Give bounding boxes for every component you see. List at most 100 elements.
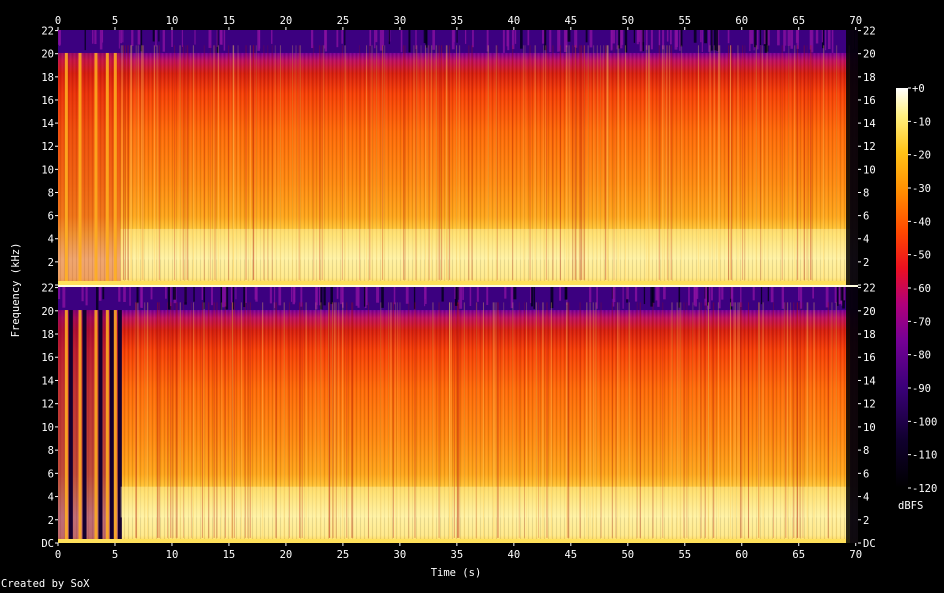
signal-streak: [823, 45, 825, 280]
band-streak: [255, 287, 258, 302]
signal-streak: [575, 45, 577, 280]
signal-streak: [390, 302, 392, 538]
band-streak: [557, 30, 560, 52]
signal-streak: [790, 302, 792, 538]
signal-streak: [468, 45, 470, 280]
band-streak: [155, 30, 157, 47]
y-tick-label-right: 20: [863, 306, 876, 318]
signal-streak: [141, 45, 143, 280]
band-streak: [643, 287, 646, 305]
signal-streak: [359, 45, 361, 280]
band-streak: [222, 287, 225, 308]
band-streak: [612, 287, 616, 303]
signal-streak: [255, 45, 257, 280]
band-streak: [693, 287, 696, 303]
y-tick-label-left: 18: [41, 329, 54, 341]
signal-streak: [797, 45, 799, 280]
band-streak: [324, 30, 328, 52]
band-streak: [220, 287, 222, 304]
signal-streak: [420, 45, 422, 280]
band-streak: [749, 30, 751, 52]
band-streak: [616, 30, 618, 50]
band-streak: [838, 287, 841, 305]
band-streak: [323, 287, 326, 306]
x-tick-label-bottom: 35: [451, 549, 464, 561]
x-tick-label-bottom: 55: [678, 549, 691, 561]
signal-streak: [267, 45, 269, 280]
x-tick-label-top: 60: [735, 15, 748, 27]
signal-streak: [333, 302, 335, 538]
band-streak: [167, 287, 171, 310]
band-streak: [636, 30, 639, 45]
y-axis-label: Frequency (kHz): [10, 242, 22, 338]
band-streak: [589, 287, 592, 303]
signal-streak: [344, 45, 346, 280]
signal-streak: [546, 45, 548, 280]
band-streak: [650, 287, 653, 307]
signal-streak: [231, 302, 233, 538]
signal-streak: [135, 45, 137, 280]
colorbar-tick-label: -50: [912, 250, 931, 262]
signal-streak: [275, 302, 277, 538]
signal-streak: [137, 302, 139, 538]
signal-streak: [122, 45, 124, 280]
signal-streak: [617, 45, 619, 280]
signal-streak: [438, 45, 440, 280]
band-streak: [634, 287, 638, 302]
band-streak: [567, 30, 571, 42]
band-streak: [620, 30, 624, 45]
y-tick-label-right: 18: [863, 72, 876, 84]
band-streak: [375, 30, 378, 43]
signal-streak: [704, 302, 706, 538]
signal-streak: [526, 302, 528, 538]
signal-streak: [179, 302, 181, 538]
band-streak: [243, 287, 246, 308]
signal-streak: [240, 302, 242, 538]
band-streak: [550, 287, 554, 309]
signal-streak: [275, 302, 277, 538]
band-streak: [718, 287, 721, 309]
signal-streak: [122, 45, 124, 280]
signal-streak: [806, 302, 808, 538]
signal-streak: [755, 45, 757, 280]
y-tick-label-left: 4: [48, 492, 54, 504]
signal-streak: [137, 45, 139, 280]
signal-streak: [463, 302, 465, 538]
x-tick-label-top: 5: [112, 15, 118, 27]
band-streak: [589, 30, 593, 48]
signal-streak: [319, 45, 321, 280]
signal-streak: [568, 45, 570, 280]
signal-streak: [663, 45, 665, 280]
signal-streak: [802, 302, 804, 538]
band-streak: [843, 287, 846, 301]
signal-streak: [487, 45, 489, 280]
band-streak: [171, 30, 173, 47]
band-streak: [316, 287, 318, 306]
transient-column: [78, 307, 82, 543]
band-streak: [641, 30, 644, 52]
band-streak: [767, 30, 770, 46]
signal-streak: [262, 302, 264, 538]
signal-streak: [228, 45, 230, 280]
x-tick-label-top: 70: [849, 15, 862, 27]
band-streak: [711, 287, 713, 301]
signal-streak: [416, 45, 418, 280]
x-tick-label-top: 50: [621, 15, 634, 27]
signal-streak: [738, 302, 740, 538]
band-streak: [92, 30, 94, 44]
signal-streak: [158, 45, 160, 280]
signal-streak: [298, 45, 300, 280]
x-tick-label-top: 20: [280, 15, 293, 27]
signal-streak: [450, 302, 452, 538]
signal-streak: [538, 302, 540, 538]
signal-streak: [346, 302, 348, 538]
band-streak: [118, 287, 121, 302]
signal-streak: [534, 45, 536, 280]
signal-streak: [153, 45, 155, 280]
signal-streak: [584, 45, 586, 280]
signal-streak: [522, 45, 524, 280]
band-streak: [596, 287, 598, 309]
signal-streak: [449, 302, 451, 538]
signal-streak: [135, 302, 137, 538]
band-streak: [393, 287, 396, 305]
